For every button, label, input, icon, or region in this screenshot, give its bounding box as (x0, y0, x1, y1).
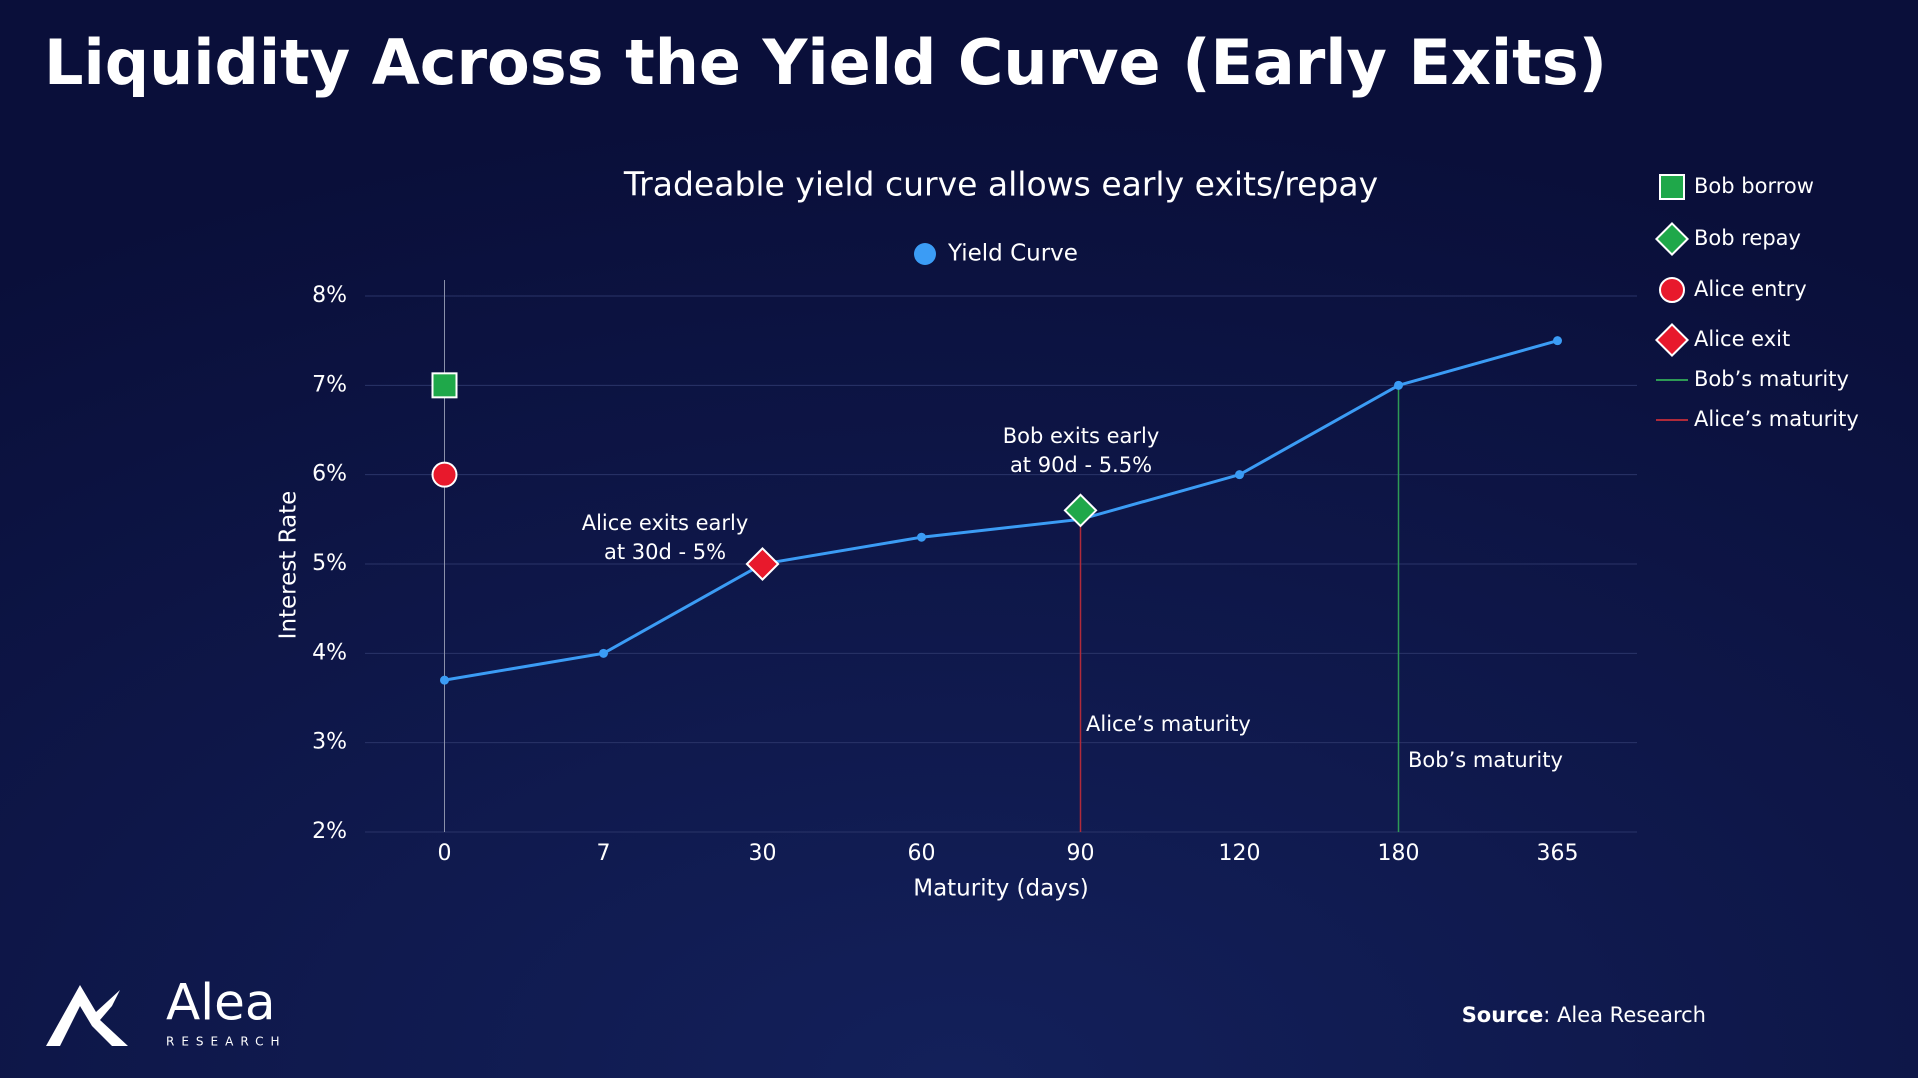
data-point (599, 648, 608, 658)
logo-text: Alea (166, 974, 276, 1032)
data-point (1553, 336, 1562, 346)
y-tick-label: 7% (312, 372, 347, 397)
x-tick-label: 0 (438, 841, 452, 866)
source: Source: Alea Research (1462, 1003, 1706, 1027)
marker (1654, 322, 1690, 358)
marker (1659, 174, 1685, 200)
legend-swatch (914, 243, 936, 265)
page-title: Liquidity Across the Yield Curve (Early … (44, 26, 1607, 99)
series-line (444, 339, 1558, 682)
legend-label: Alice’s maturity (1694, 407, 1859, 431)
legend-label: Yield Curve (947, 241, 1078, 267)
x-tick-label: 90 (1067, 841, 1095, 866)
legend-label: Bob’s maturity (1694, 367, 1849, 391)
x-tick-label: 30 (749, 841, 777, 866)
data-point (1235, 470, 1244, 480)
legend-label: Alice entry (1694, 277, 1807, 301)
maturity-label: Alice’s maturity (1086, 712, 1251, 736)
x-tick-label: 365 (1537, 841, 1579, 866)
y-tick-label: 6% (312, 462, 347, 487)
y-tick-label: 4% (312, 640, 347, 665)
x-tick-label: 60 (908, 841, 936, 866)
source-label: Source (1462, 1003, 1544, 1027)
marker (1063, 493, 1098, 528)
maturity-label: Bob’s maturity (1408, 748, 1563, 772)
data-point (440, 675, 449, 685)
x-tick-label: 120 (1219, 841, 1261, 866)
x-tick-label: 7 (597, 841, 611, 866)
y-tick-label: 3% (312, 730, 347, 755)
marker (745, 546, 780, 582)
y-tick-label: 5% (312, 551, 347, 576)
data-point (917, 532, 926, 542)
legend-label: Bob repay (1694, 226, 1801, 250)
annotation: at 90d - 5.5% (1010, 453, 1152, 477)
legend-label: Bob borrow (1694, 174, 1814, 198)
annotation: Alice exits early (582, 511, 749, 535)
annotation: at 30d - 5% (604, 540, 726, 564)
annotation: Bob exits early (1003, 424, 1160, 448)
x-axis-label: Maturity (days) (913, 876, 1089, 902)
y-axis-label: Interest Rate (276, 491, 302, 640)
x-tick-label: 180 (1378, 841, 1420, 866)
marker (431, 372, 458, 399)
marker (1654, 221, 1690, 257)
source-text: : Alea Research (1543, 1003, 1706, 1027)
marker (1659, 277, 1685, 303)
chart-title: Tradeable yield curve allows early exits… (623, 165, 1378, 204)
data-point (1394, 380, 1403, 390)
y-tick-label: 8% (312, 283, 347, 308)
logo-mark (46, 985, 128, 1046)
logo-subtext: RESEARCH (166, 1035, 286, 1049)
legend-label: Alice exit (1694, 327, 1790, 351)
y-tick-label: 2% (312, 819, 347, 844)
marker (431, 461, 458, 488)
